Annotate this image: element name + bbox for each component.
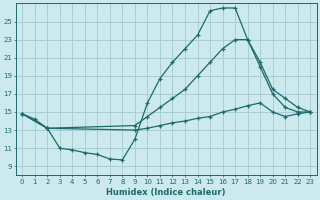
X-axis label: Humidex (Indice chaleur): Humidex (Indice chaleur)	[107, 188, 226, 197]
